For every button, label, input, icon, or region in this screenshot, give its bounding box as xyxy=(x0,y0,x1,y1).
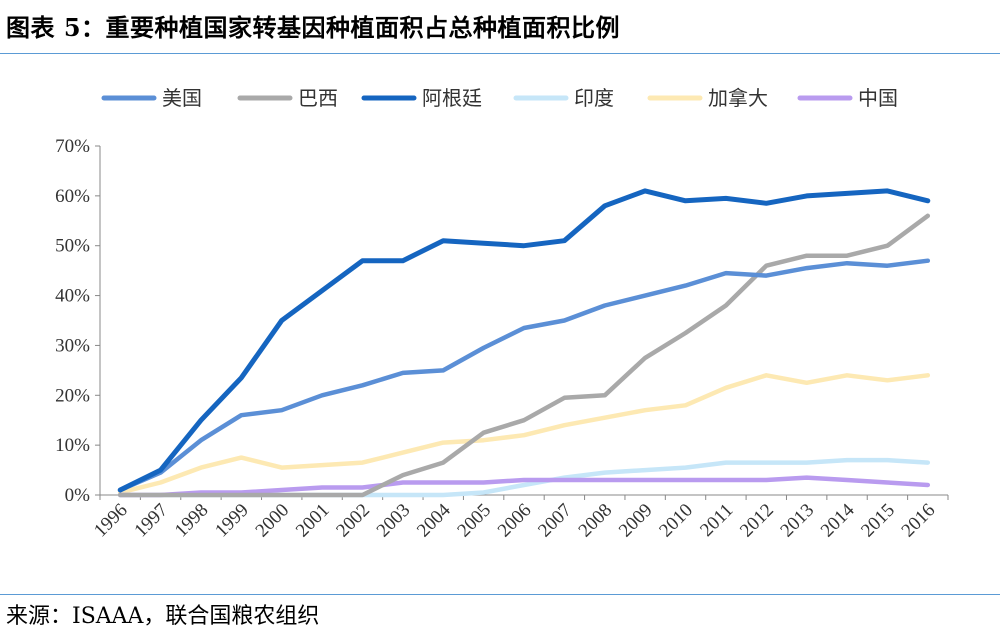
legend: 美国 巴西 阿根廷 印度 加拿大 中国 xyxy=(101,86,898,110)
legend-label: 中国 xyxy=(858,86,898,110)
legend-label: 阿根廷 xyxy=(422,86,482,110)
y-tick-label: 0% xyxy=(65,485,91,506)
figure-title: 图表 5：重要种植国家转基因种植面积占总种植面积比例 xyxy=(6,13,621,42)
legend-label: 印度 xyxy=(574,86,614,110)
y-tick-label: 70% xyxy=(55,136,90,157)
x-tick-label: 1998 xyxy=(171,500,213,542)
x-tick-label: 2011 xyxy=(696,500,737,541)
x-tick-label: 2003 xyxy=(373,500,415,542)
y-tick-label: 30% xyxy=(55,335,90,356)
top-divider xyxy=(0,53,1000,54)
x-tick-label: 2009 xyxy=(615,500,657,542)
legend-label: 美国 xyxy=(162,86,202,110)
legend-label: 巴西 xyxy=(298,86,338,110)
x-tick-label: 2016 xyxy=(898,500,940,542)
x-tick-label: 1996 xyxy=(90,500,132,542)
x-tick-label: 1999 xyxy=(211,500,253,542)
y-tick-label: 20% xyxy=(55,385,90,406)
x-tick-label: 1997 xyxy=(130,500,172,542)
x-tick-label: 2013 xyxy=(776,500,818,542)
x-tick-label: 2012 xyxy=(736,500,778,542)
x-tick-label: 2014 xyxy=(817,499,859,541)
series-line-5 xyxy=(117,373,931,495)
series-line-1 xyxy=(117,258,931,493)
x-tick-label: 2006 xyxy=(494,500,536,542)
legend-label: 加拿大 xyxy=(708,86,768,110)
x-tick-label: 2007 xyxy=(534,500,576,542)
y-tick-label: 50% xyxy=(55,236,90,257)
axes: 0%10%20%30%40%50%60%70%19961997199819992… xyxy=(55,136,949,542)
series-line-3 xyxy=(117,188,931,493)
x-tick-label: 2015 xyxy=(857,500,899,542)
x-tick-label: 2005 xyxy=(453,500,495,542)
line-chart: 美国 巴西 阿根廷 印度 加拿大 中国 0% 10% 20% 30% 40% 50% 60% 70% 19… xyxy=(55,86,949,542)
x-tick-label: 2008 xyxy=(575,500,617,542)
x-tick-label: 2004 xyxy=(413,499,455,541)
source-note: 来源：ISAAA，联合国粮农组织 xyxy=(6,604,320,629)
series-group xyxy=(117,188,931,498)
series-line-6 xyxy=(117,475,931,498)
y-tick-label: 10% xyxy=(55,435,90,456)
x-tick-label: 2010 xyxy=(655,500,697,542)
y-tick-label: 60% xyxy=(55,186,90,207)
x-tick-label: 2001 xyxy=(292,500,334,542)
y-tick-label: 40% xyxy=(55,286,90,307)
bottom-divider xyxy=(0,594,1000,595)
series-line-2 xyxy=(117,213,931,498)
x-tick-label: 2000 xyxy=(252,500,294,542)
x-tick-label: 2002 xyxy=(332,500,374,542)
